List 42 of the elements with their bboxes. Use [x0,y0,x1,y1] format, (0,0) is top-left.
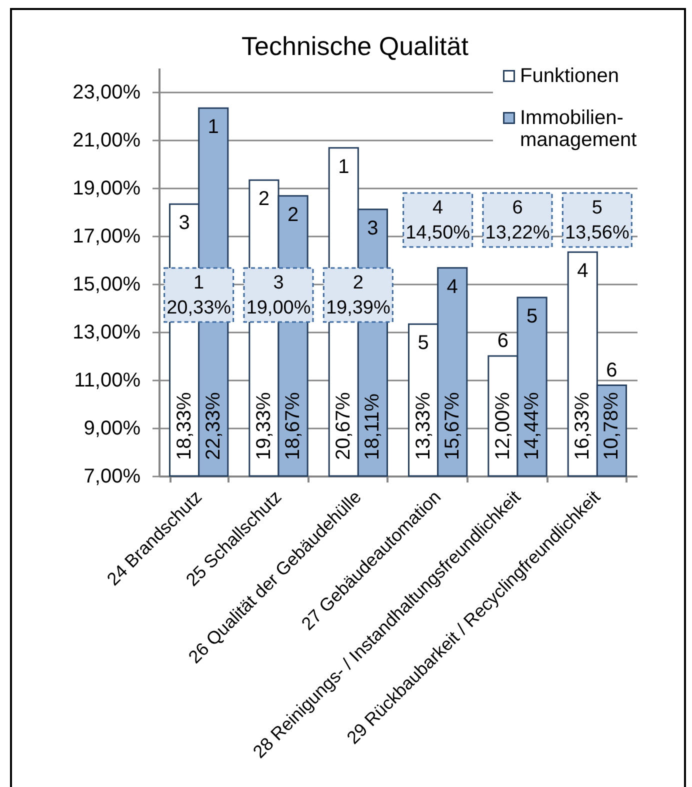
y-tick-label: 19,00% [72,178,141,200]
annotation: 4 [446,276,458,298]
y-tick-label: 7,00% [84,466,141,488]
chart-title: Technische Qualität [242,31,470,61]
data-label: 15,67% [441,392,464,460]
annotation: 1 [208,116,219,138]
data-label: 18,33% [173,392,196,460]
annotation: 1 [338,156,350,178]
y-tick-label: 9,00% [84,418,141,440]
data-label: 22,33% [202,392,224,460]
data-label: 20,67% [332,392,355,460]
legend-label: Immobilien- management [520,107,638,151]
annotation: 3 19,00% [246,272,311,318]
data-label: 14,44% [521,392,544,460]
annotation: 4 [577,260,588,282]
annotation: 1 20,33% [166,272,232,318]
y-tick-label: 13,00% [72,322,141,344]
data-label: 10,78% [600,392,623,460]
data-label: 16,33% [572,392,594,460]
y-tick-label: 23,00% [72,82,141,104]
data-label: 19,33% [252,392,275,460]
y-tick-label: 17,00% [72,226,141,248]
legend-label: Funktionen [520,65,619,87]
data-label: 12,00% [492,392,514,460]
y-tick-label: 11,00% [74,370,141,392]
y-tick-label: 15,00% [72,274,141,296]
annotation: 6 [606,359,618,382]
annotation: 2 19,39% [326,272,390,318]
annotation: 3 [178,212,190,234]
annotation: 3 [367,217,378,240]
annotation: 6 [497,330,509,352]
data-label: 18,11% [362,393,384,460]
annotation: 5 [418,332,429,354]
annotation: 6 13,22% [485,198,550,244]
data-label: 13,33% [412,392,434,460]
annotation: 5 [526,305,538,328]
annotation: 2 [287,204,299,226]
annotation: 2 [258,188,270,210]
y-tick-label: 21,00% [72,130,141,152]
annotation: 4 14,50% [406,198,470,244]
data-label: 18,67% [282,392,304,460]
annotation: 5 13,56% [564,198,630,244]
